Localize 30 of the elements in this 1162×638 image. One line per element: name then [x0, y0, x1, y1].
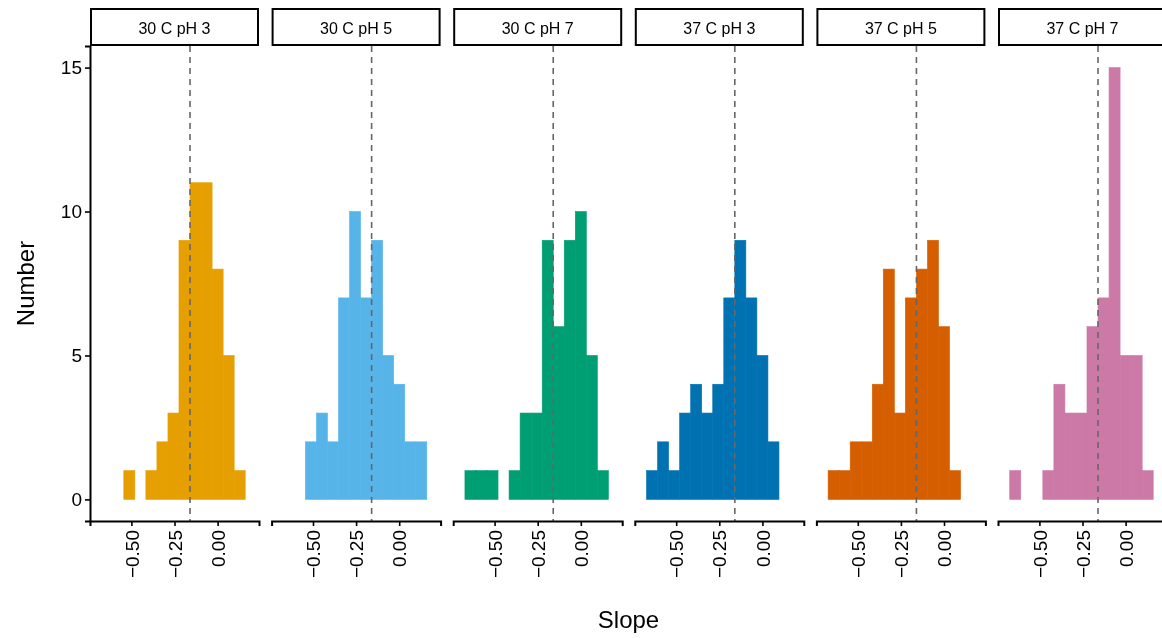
y-tick-label: 15 — [60, 57, 82, 79]
x-tick-label: −0.25 — [164, 530, 186, 579]
x-tick-label: −0.25 — [709, 530, 731, 579]
x-tick-label: −0.25 — [891, 530, 913, 579]
x-tick-label: −0.25 — [346, 530, 368, 579]
x-tick-label: 0.00 — [934, 530, 956, 567]
y-tick-label: 0 — [71, 488, 82, 510]
chart-title: 37 C pH 7 — [1046, 20, 1119, 37]
x-tick-label: −0.25 — [527, 530, 549, 579]
x-tick-label: −0.25 — [1072, 530, 1094, 579]
x-tick-label: −0.50 — [847, 530, 869, 579]
x-tick-label: 0.00 — [1115, 530, 1137, 567]
x-tick-label: 0.00 — [389, 530, 411, 567]
y-tick-label: 5 — [71, 345, 82, 367]
chart-title: 37 C pH 5 — [864, 20, 938, 37]
x-tick-label: 0.00 — [570, 530, 592, 567]
chart-title: 30 C pH 3 — [138, 20, 211, 37]
chart-title: 30 C pH 5 — [320, 20, 393, 37]
x-tick-label: −0.50 — [484, 530, 506, 579]
x-axis-title: Slope — [597, 606, 660, 633]
x-tick-label: −0.50 — [1029, 530, 1051, 579]
x-tick-label: 0.00 — [752, 530, 774, 567]
x-tick-label: 0.00 — [207, 530, 229, 567]
x-tick-label: −0.50 — [303, 530, 325, 579]
chart-title: 30 C pH 7 — [501, 20, 574, 37]
y-tick-label: 10 — [60, 201, 82, 223]
chart-title: 37 C pH 3 — [683, 20, 756, 37]
y-axis-title: Number — [12, 240, 39, 327]
x-tick-label: −0.50 — [121, 530, 143, 579]
x-tick-label: −0.50 — [666, 530, 688, 579]
